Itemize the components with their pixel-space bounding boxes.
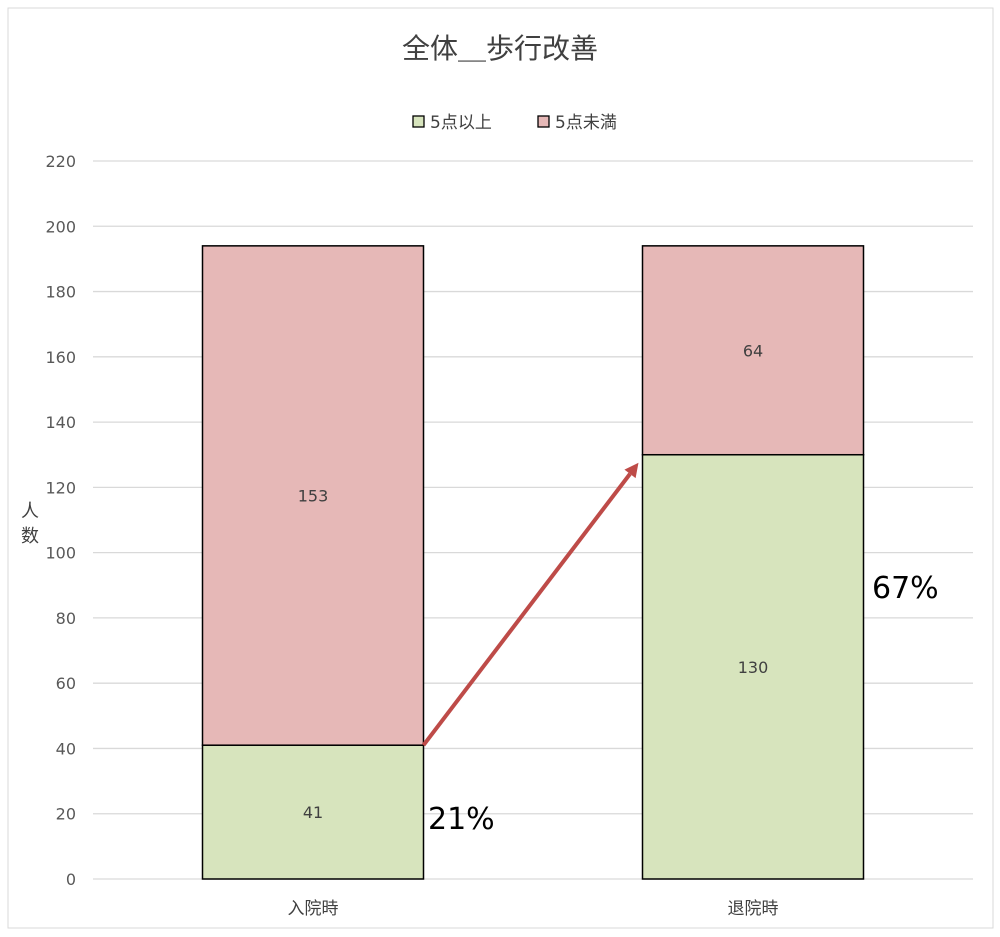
- y-tick-label: 0: [66, 870, 76, 889]
- y-tick-label: 140: [45, 413, 76, 432]
- x-axis: 入院時 退院時: [288, 899, 779, 919]
- data-label: 130: [738, 658, 769, 677]
- bar-segment: [201, 245, 425, 746]
- legend-label: 5点未満: [555, 113, 617, 133]
- bar-segment: [201, 744, 425, 880]
- legend: 5点以上 5点未満: [412, 113, 617, 133]
- y-tick-label: 60: [56, 674, 76, 693]
- y-tick-label: 40: [56, 739, 76, 758]
- bar-segment: [641, 245, 865, 456]
- arrow-head: [624, 462, 639, 479]
- y-tick-label: 20: [56, 805, 76, 824]
- y-tick-label: 80: [56, 609, 76, 628]
- legend-swatch: [412, 115, 425, 128]
- data-label: 153: [298, 487, 329, 506]
- trend-arrow: [421, 472, 632, 747]
- y-tick-label: 180: [45, 283, 76, 302]
- y-axis-label: 数: [21, 526, 39, 547]
- x-tick-label: 退院時: [728, 899, 779, 919]
- y-axis-label: 人: [21, 501, 39, 522]
- y-tick-label: 200: [45, 217, 76, 236]
- data-label: 64: [743, 341, 763, 360]
- percent-annotation: 67%: [872, 571, 939, 606]
- y-axis-title: 人数: [21, 501, 39, 547]
- data-label: 41: [303, 803, 323, 822]
- y-tick-label: 160: [45, 348, 76, 367]
- legend-label: 5点以上: [430, 113, 492, 133]
- y-tick-label: 100: [45, 544, 76, 563]
- legend-swatch: [537, 115, 550, 128]
- y-tick-label: 120: [45, 478, 76, 497]
- annotations: 21% 67%: [421, 462, 939, 837]
- percent-annotation: 21%: [428, 802, 495, 837]
- chart-title: 全体＿歩行改善: [402, 32, 598, 65]
- bar-segment: [641, 453, 865, 880]
- bars: 41 153 130 64: [201, 245, 865, 880]
- y-tick-label: 220: [45, 152, 76, 171]
- x-tick-label: 入院時: [288, 899, 339, 919]
